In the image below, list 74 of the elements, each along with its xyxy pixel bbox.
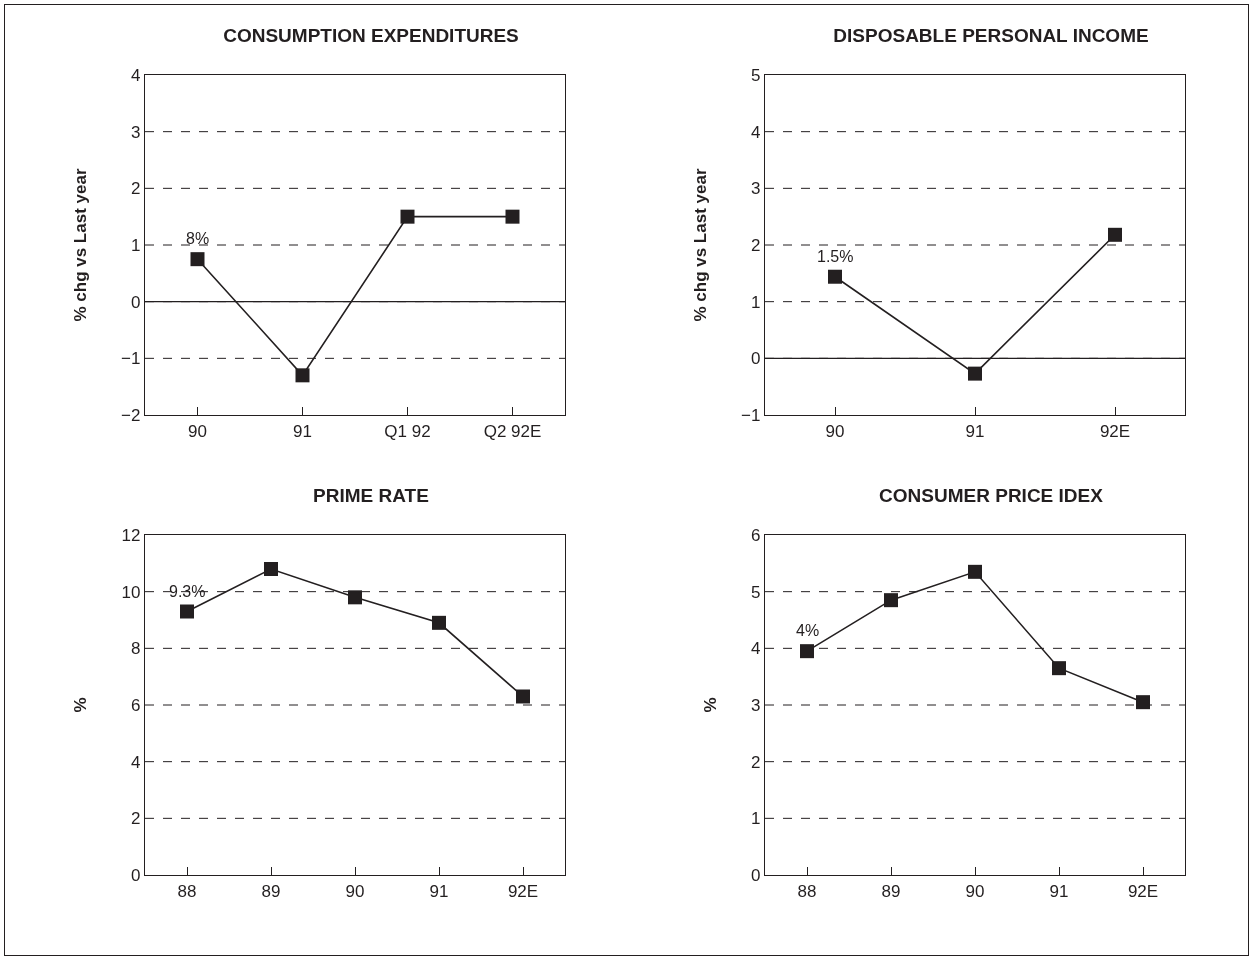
- point: [968, 366, 982, 381]
- point: [190, 252, 205, 267]
- x-tick-label: 91: [965, 421, 985, 441]
- x-tick-label: 89: [881, 881, 901, 901]
- x-tick-label: 90: [965, 881, 985, 901]
- y-tick-label: 2: [750, 752, 761, 772]
- y-tick-label: 12: [121, 525, 141, 545]
- chart-title: CONSUMER PRICE IDEX: [879, 484, 1104, 506]
- y-tick-label: 0: [750, 349, 761, 369]
- y-tick-label: −1: [741, 405, 761, 425]
- x-tick-label: Q2 92E: [483, 421, 542, 441]
- y-axis-title: %: [71, 697, 91, 713]
- point: [400, 209, 415, 224]
- y-tick-label: 2: [750, 235, 761, 255]
- x-tick-label: 91: [293, 421, 312, 441]
- point: [516, 689, 530, 704]
- x-tick-label: 92E: [507, 881, 539, 901]
- y-axis-title: %: [700, 697, 720, 713]
- y-tick-label: 3: [750, 695, 761, 715]
- point: [1108, 227, 1122, 242]
- x-tick-label: 91: [429, 881, 449, 901]
- annotation: 9.3%: [169, 583, 206, 600]
- point: [180, 604, 194, 619]
- y-tick-label: 5: [750, 65, 761, 85]
- chart-title: PRIME RATE: [313, 484, 429, 506]
- annotation: 8%: [186, 230, 210, 247]
- point: [295, 368, 310, 383]
- x-tick-label: 92E: [1127, 881, 1159, 901]
- point: [264, 562, 278, 576]
- y-tick-label: 2: [130, 809, 141, 829]
- point: [1136, 695, 1150, 710]
- y-tick-label: 3: [130, 122, 141, 142]
- x-tick-label: 90: [345, 881, 365, 901]
- x-tick-label: 90: [825, 421, 845, 441]
- y-tick-label: 6: [130, 695, 141, 715]
- point: [432, 615, 446, 630]
- point: [884, 593, 898, 608]
- point: [828, 269, 842, 284]
- y-tick-label: 10: [121, 582, 141, 602]
- point: [505, 209, 520, 224]
- chart-title: DISPOSABLE PERSONAL INCOME: [833, 24, 1149, 46]
- y-tick-label: 0: [750, 865, 761, 885]
- point: [1052, 661, 1066, 676]
- y-tick-label: 4: [750, 122, 761, 142]
- y-tick-label: 2: [130, 179, 141, 199]
- point: [968, 564, 982, 579]
- y-tick-label: −1: [121, 349, 141, 369]
- y-tick-label: 0: [130, 292, 141, 312]
- x-tick-label: Q1 92: [384, 421, 431, 441]
- y-tick-label: 5: [750, 582, 761, 602]
- point: [348, 590, 362, 605]
- y-tick-label: 4: [750, 639, 761, 659]
- annotation: 4%: [796, 622, 820, 639]
- x-tick-label: 89: [261, 881, 281, 901]
- y-tick-label: 4: [130, 65, 141, 85]
- annotation: 1.5%: [817, 248, 854, 265]
- point: [800, 644, 814, 659]
- x-tick-label: 90: [188, 421, 207, 441]
- y-tick-label: 1: [750, 809, 761, 829]
- x-tick-label: 92E: [1099, 421, 1131, 441]
- y-tick-label: 6: [750, 525, 761, 545]
- y-tick-label: 8: [130, 639, 141, 659]
- x-tick-label: 91: [1049, 881, 1069, 901]
- y-tick-label: 4: [130, 752, 141, 772]
- x-tick-label: 88: [797, 881, 817, 901]
- y-tick-label: 1: [750, 292, 761, 312]
- y-axis-title: % chg vs Last year: [690, 168, 710, 322]
- chart-title: CONSUMPTION EXPENDITURES: [223, 24, 519, 46]
- y-tick-label: 0: [130, 865, 141, 885]
- y-tick-label: −2: [121, 405, 141, 425]
- y-axis-title: % chg vs Last year: [70, 168, 90, 322]
- y-tick-label: 3: [750, 179, 761, 199]
- y-tick-label: 1: [130, 235, 141, 255]
- x-tick-label: 88: [177, 881, 197, 901]
